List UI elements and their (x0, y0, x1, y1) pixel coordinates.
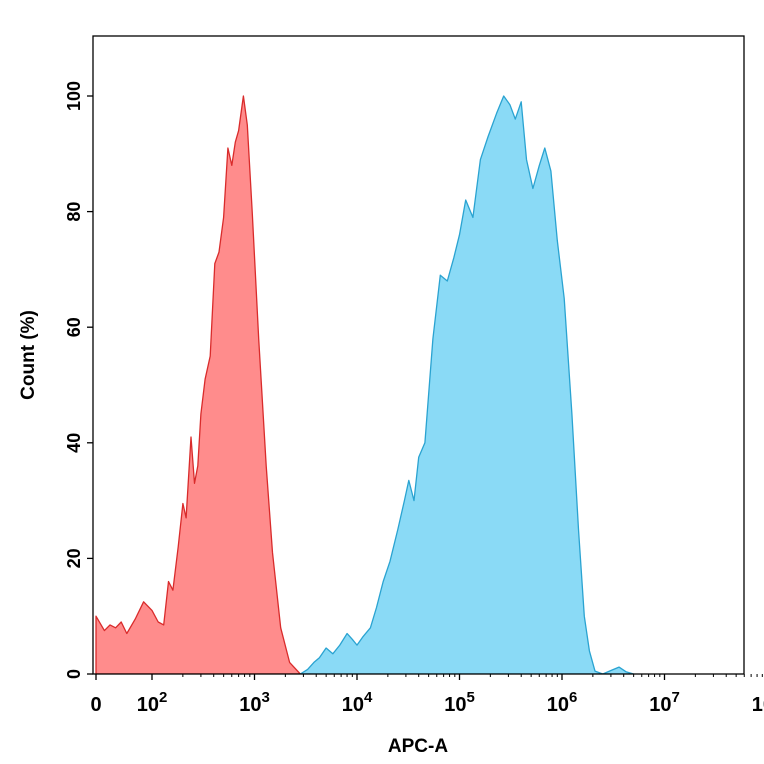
x-tick-label: 103 (239, 689, 270, 716)
y-tick-label: 100 (64, 81, 84, 111)
histogram-series-1 (95, 95, 311, 674)
x-tick-label: 108 (752, 689, 764, 716)
y-axis: 0 20 40 60 80 100 (64, 81, 93, 679)
y-tick-label: 20 (64, 548, 84, 568)
x-tick-label: 0 (90, 694, 101, 716)
x-tick-label: 104 (342, 689, 373, 716)
x-tick-label: 102 (137, 689, 168, 716)
x-tick-label: 106 (547, 689, 578, 716)
x-axis: 0 102 103 104 105 106 107 108 (90, 674, 764, 716)
histogram-series-2 (299, 95, 635, 674)
x-tick-label: 107 (649, 689, 680, 716)
series-layer (95, 95, 635, 674)
y-tick-label: 0 (64, 669, 84, 679)
x-tick-label: 105 (444, 689, 475, 716)
y-tick-label: 80 (64, 202, 84, 222)
x-axis-title: APC-A (388, 736, 448, 757)
y-tick-label: 60 (64, 317, 84, 337)
y-axis-title: Count (%) (18, 310, 39, 400)
y-tick-label: 40 (64, 433, 84, 453)
